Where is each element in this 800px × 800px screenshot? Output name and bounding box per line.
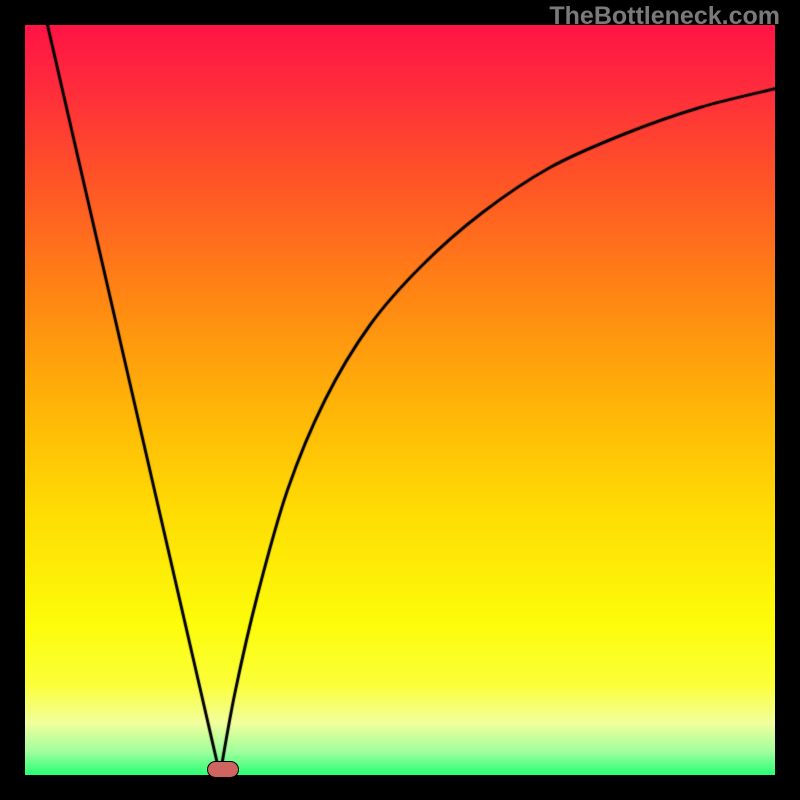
chart-container: TheBottleneck.com — [0, 0, 800, 800]
plot-area — [25, 25, 775, 775]
watermark-text: TheBottleneck.com — [549, 2, 780, 31]
gradient-curve-canvas — [25, 25, 775, 775]
vertex-marker — [207, 761, 239, 778]
